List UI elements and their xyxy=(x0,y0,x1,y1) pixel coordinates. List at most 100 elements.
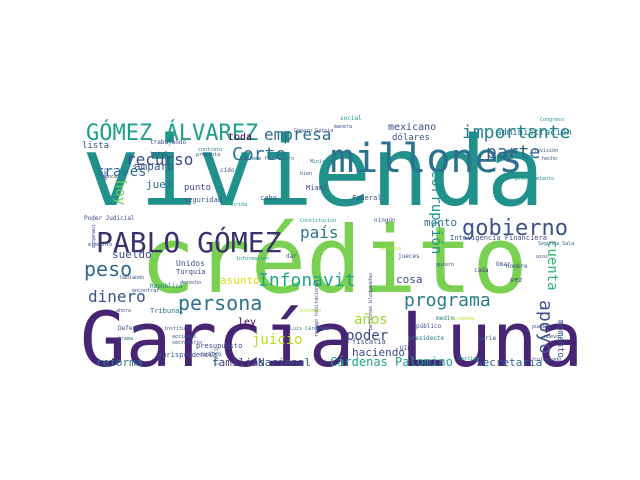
cloud-word: toda xyxy=(228,132,252,143)
cloud-word: hablando xyxy=(120,275,144,281)
cloud-word: dar xyxy=(286,253,297,260)
cloud-word: punto xyxy=(184,183,211,193)
cloud-word: serie xyxy=(478,335,496,342)
cloud-word: vivienda xyxy=(82,116,544,228)
cloud-word: administración xyxy=(496,127,572,138)
cloud-word: sueldo xyxy=(112,248,152,261)
cloud-word: cada xyxy=(474,267,489,274)
cloud-word: ahora xyxy=(116,308,131,314)
cloud-word: Segunda Sala xyxy=(538,241,574,247)
cloud-word: persona xyxy=(178,291,262,315)
cloud-word: fiscalía xyxy=(352,338,386,346)
cloud-word: derecho xyxy=(180,280,201,286)
cloud-word: sistema financiero xyxy=(240,156,294,162)
cloud-word: asunto xyxy=(220,274,260,287)
cloud-word: vez xyxy=(510,276,523,284)
cloud-word: acciones xyxy=(172,334,196,340)
cloud-word: GÓMEZ ÁLVAREZ xyxy=(86,120,258,146)
cloud-word: Defensa xyxy=(118,325,144,332)
cloud-word: Vivienda xyxy=(450,316,474,322)
cloud-word: presenta xyxy=(196,152,220,158)
cloud-word: Congreso xyxy=(540,117,564,123)
cloud-word: total xyxy=(150,151,168,158)
cloud-word: proceso xyxy=(300,308,321,314)
cloud-word: trabajando xyxy=(150,139,187,146)
cloud-word: revisión xyxy=(534,147,558,154)
cloud-word: mexicano xyxy=(388,122,436,133)
cloud-word: seguridad xyxy=(184,196,222,204)
cloud-word: encontrar xyxy=(132,288,159,294)
cloud-word: empresa xyxy=(264,125,331,144)
cloud-word: usos xyxy=(536,254,548,260)
cloud-word: parte xyxy=(486,142,540,163)
cloud-word: hecho xyxy=(542,156,557,162)
cloud-word: corrupción xyxy=(428,170,444,254)
cloud-word: bien xyxy=(300,171,312,177)
cloud-word: recurso xyxy=(126,150,193,169)
cloud-word: Florida xyxy=(226,202,247,208)
cloud-word: país xyxy=(300,223,339,242)
cloud-word: Genaro García xyxy=(294,127,333,134)
cloud-word: amparo xyxy=(134,160,174,173)
cloud-word: personas bloqueadas xyxy=(368,273,374,330)
cloud-word: rezago habitacional xyxy=(314,280,320,337)
cloud-word: persona xyxy=(380,246,401,252)
cloud-word: cido xyxy=(220,167,235,174)
cloud-word: haciendo xyxy=(352,346,405,359)
cloud-word: Corte xyxy=(232,144,286,165)
cloud-word: programa xyxy=(404,290,491,311)
cloud-word: momento xyxy=(555,320,565,358)
cloud-word: trama xyxy=(118,336,133,342)
cloud-word: quiero xyxy=(436,262,454,268)
cloud-word: colegiado xyxy=(534,357,561,363)
cloud-word: pueden xyxy=(532,324,550,330)
cloud-word: cabo xyxy=(260,194,277,202)
cloud-word: lista xyxy=(82,141,109,151)
cloud-word: presupuesto xyxy=(196,342,242,350)
cloud-word: Poder Judicial xyxy=(84,215,135,222)
cloud-word: cuatro xyxy=(200,351,222,358)
cloud-word: Cárdenas Palomino xyxy=(330,355,453,369)
cloud-word: medio xyxy=(436,315,454,322)
cloud-word: República xyxy=(150,283,183,290)
cloud-word: nuevo xyxy=(544,334,559,340)
cloud-word: contrato xyxy=(198,147,222,153)
cloud-word: crédito xyxy=(140,207,528,314)
cloud-word: ley xyxy=(238,317,256,328)
cloud-word: nombre xyxy=(506,263,528,270)
cloud-word: público xyxy=(416,323,442,330)
cloud-word: civil xyxy=(212,348,219,366)
cloud-word: elemento xyxy=(88,242,112,248)
cloud-word: testigo xyxy=(458,356,479,362)
cloud-word: Miami xyxy=(306,184,327,192)
cloud-word: Luis Cárdenas xyxy=(290,325,329,332)
cloud-word: cuenta xyxy=(544,240,560,291)
cloud-word: información xyxy=(236,255,269,262)
cloud-word: apoyo xyxy=(535,300,556,354)
cloud-word: García Luna xyxy=(80,295,583,384)
cloud-word: monto xyxy=(424,216,457,229)
cloud-word: peso xyxy=(84,257,132,281)
cloud-word: gobierno xyxy=(462,216,568,241)
cloud-word: años xyxy=(354,312,388,328)
cloud-word: dólares xyxy=(392,132,430,143)
cloud-word: Unidos xyxy=(176,259,205,268)
cloud-word: hoy xyxy=(112,180,128,205)
cloud-word: juicio xyxy=(252,332,303,348)
cloud-word: juez xyxy=(146,178,173,191)
cloud-word: presidente xyxy=(408,335,445,342)
cloud-word: PABLO GÓMEZ xyxy=(96,225,281,259)
cloud-word: nunca xyxy=(102,174,117,180)
cloud-word: casa xyxy=(102,168,108,180)
cloud-word: Secretaría xyxy=(476,356,542,369)
cloud-word: reforma xyxy=(96,356,142,369)
cloud-word: dinero xyxy=(88,287,146,306)
cloud-word: Turquía xyxy=(176,268,206,276)
cloud-word: través xyxy=(96,164,147,180)
cloud-word: UIF xyxy=(400,345,411,352)
cloud-word: importante xyxy=(462,122,570,143)
cloud-word: Infonavit xyxy=(258,270,356,291)
cloud-word: Federal xyxy=(352,194,382,202)
cloud-word: ningún xyxy=(374,217,396,224)
